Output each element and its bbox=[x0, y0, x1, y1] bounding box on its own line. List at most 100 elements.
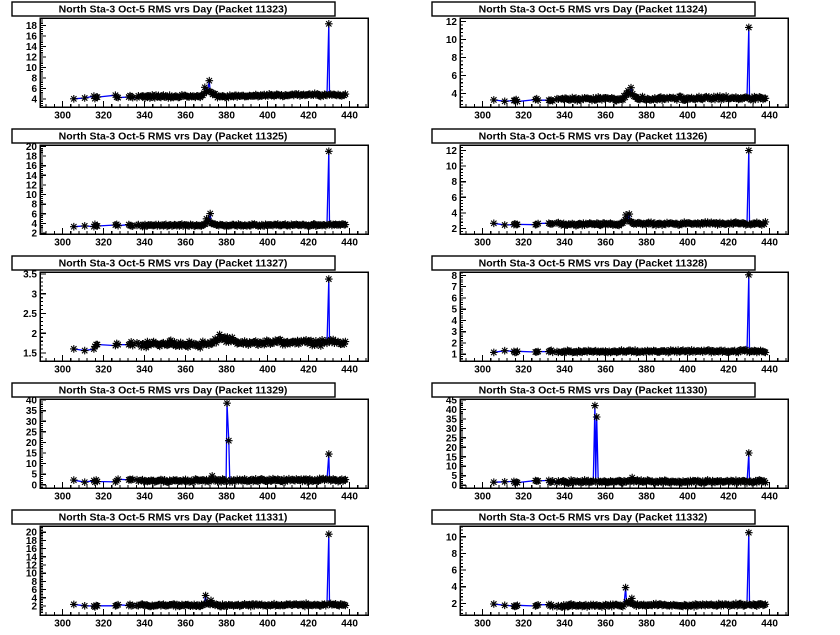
chart-title-box bbox=[431, 1, 756, 17]
plot-frame bbox=[459, 144, 789, 235]
x-tick-label: 380 bbox=[218, 619, 235, 630]
data-markers bbox=[70, 530, 350, 611]
chart-panel: 300 320 340 360 380 400 420 4402468101214161820… bbox=[11, 509, 369, 630]
x-tick-label: 300 bbox=[54, 111, 71, 122]
plot-frame bbox=[459, 398, 789, 489]
plot-area: 300 320 340 360 380 400 420 440 2 4 6 8 10 bbox=[446, 525, 789, 630]
x-tick-label: 380 bbox=[638, 619, 655, 630]
x-tick-label: 360 bbox=[597, 619, 614, 630]
x-tick-label: 320 bbox=[95, 492, 112, 503]
x-tick-label: 400 bbox=[679, 111, 696, 122]
plot-frame bbox=[459, 525, 789, 616]
y-tick-label: 30 bbox=[446, 424, 458, 435]
x-tick-label: 300 bbox=[474, 365, 491, 376]
x-tick-label: 420 bbox=[300, 111, 317, 122]
x-tick-label: 420 bbox=[720, 365, 737, 376]
y-tick-label: 6 bbox=[451, 566, 457, 577]
y-tick-label: 8 bbox=[31, 577, 37, 588]
y-tick-label: 3 bbox=[451, 327, 457, 338]
x-tick-label: 440 bbox=[341, 619, 358, 630]
y-tick-label: 16 bbox=[26, 544, 38, 555]
y-tick-label: 18 bbox=[26, 21, 38, 32]
y-tick-label: 25 bbox=[26, 427, 38, 438]
y-tick-label: 14 bbox=[26, 171, 38, 182]
x-tick-label: 320 bbox=[515, 238, 532, 249]
y-tick-label: 25 bbox=[446, 433, 458, 444]
x-tick-label: 300 bbox=[474, 111, 491, 122]
y-tick-label: 10 bbox=[446, 162, 458, 173]
y-tick-label: 14 bbox=[26, 552, 38, 563]
x-tick-label: 400 bbox=[259, 365, 276, 376]
y-tick-label: 5 bbox=[31, 470, 37, 481]
x-tick-label: 300 bbox=[54, 365, 71, 376]
y-tick-label: 6 bbox=[451, 193, 457, 204]
x-tick-label: 380 bbox=[638, 238, 655, 249]
y-tick-label: 5 bbox=[451, 471, 457, 482]
y-tick-label: 30 bbox=[26, 417, 38, 428]
y-tick-label: 40 bbox=[26, 396, 38, 407]
chart-title: North Sta-3 Oct-5 RMS vrs Day (Packet 11… bbox=[59, 4, 288, 16]
data-line bbox=[493, 405, 766, 485]
x-tick-label: 360 bbox=[177, 619, 194, 630]
y-tick-label: 10 bbox=[26, 459, 38, 470]
plot-frame bbox=[39, 144, 369, 235]
chart-title: North Sta-3 Oct-5 RMS vrs Day (Packet 11… bbox=[479, 512, 708, 524]
chart-title: North Sta-3 Oct-5 RMS vrs Day (Packet 11… bbox=[59, 385, 288, 397]
y-tick-label: 10 bbox=[26, 190, 38, 201]
y-axis: 2 4 6 8 10 12 bbox=[446, 146, 466, 235]
y-tick-label: 4 bbox=[451, 89, 457, 100]
x-tick-label: 380 bbox=[218, 111, 235, 122]
x-tick-label: 320 bbox=[95, 238, 112, 249]
y-tick-label: 8 bbox=[31, 74, 37, 85]
data-line bbox=[73, 534, 346, 608]
data-markers bbox=[490, 146, 770, 230]
x-axis: 300 320 340 360 380 400 420 440 bbox=[45, 482, 367, 503]
y-tick-label: 45 bbox=[446, 395, 458, 406]
data-line bbox=[73, 151, 346, 228]
chart-panel: 300 320 340 360 380 400 420 440 1.5 2 2.5 3 3.5 Nort… bbox=[11, 255, 369, 376]
plot-area: 300 320 340 360 380 400 420 440 4 6 8 10 12 bbox=[446, 17, 789, 122]
y-tick-label: 2 bbox=[31, 329, 37, 340]
x-tick-label: 360 bbox=[597, 492, 614, 503]
x-tick-label: 320 bbox=[515, 111, 532, 122]
y-tick-label: 14 bbox=[26, 42, 38, 53]
y-tick-label: 40 bbox=[446, 405, 458, 416]
x-tick-label: 440 bbox=[341, 365, 358, 376]
y-tick-label: 10 bbox=[446, 532, 458, 543]
y-tick-label: 1 bbox=[451, 350, 457, 361]
x-tick-label: 300 bbox=[54, 238, 71, 249]
chart-title-box bbox=[11, 255, 336, 271]
x-tick-label: 400 bbox=[679, 492, 696, 503]
y-tick-label: 20 bbox=[26, 528, 38, 539]
y-tick-label: 8 bbox=[31, 200, 37, 211]
y-tick-label: 12 bbox=[26, 180, 38, 191]
y-tick-label: 12 bbox=[446, 17, 458, 28]
y-tick-label: 8 bbox=[451, 177, 457, 188]
data-markers bbox=[70, 275, 350, 355]
x-tick-label: 340 bbox=[136, 111, 153, 122]
chart-title: North Sta-3 Oct-5 RMS vrs Day (Packet 11… bbox=[479, 258, 708, 270]
x-tick-label: 340 bbox=[136, 492, 153, 503]
x-tick-label: 420 bbox=[300, 238, 317, 249]
x-tick-label: 400 bbox=[259, 111, 276, 122]
chart-panel: 300 320 340 360 380 400 420 4400510152025303540… bbox=[431, 382, 789, 503]
x-tick-label: 380 bbox=[218, 492, 235, 503]
x-axis: 300 320 340 360 380 400 420 440 bbox=[45, 355, 367, 376]
chart-title: North Sta-3 Oct-5 RMS vrs Day (Packet 11… bbox=[479, 385, 708, 397]
chart-title-box bbox=[431, 128, 756, 144]
x-tick-label: 420 bbox=[720, 619, 737, 630]
plot-frame bbox=[459, 17, 789, 108]
y-tick-label: 3.5 bbox=[23, 269, 37, 280]
plot-area: 300 320 340 360 380 400 420 4400510152025303540… bbox=[446, 395, 789, 503]
x-tick-label: 400 bbox=[679, 365, 696, 376]
